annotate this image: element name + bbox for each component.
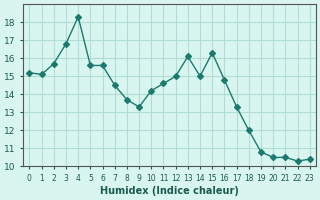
X-axis label: Humidex (Indice chaleur): Humidex (Indice chaleur) [100, 186, 239, 196]
